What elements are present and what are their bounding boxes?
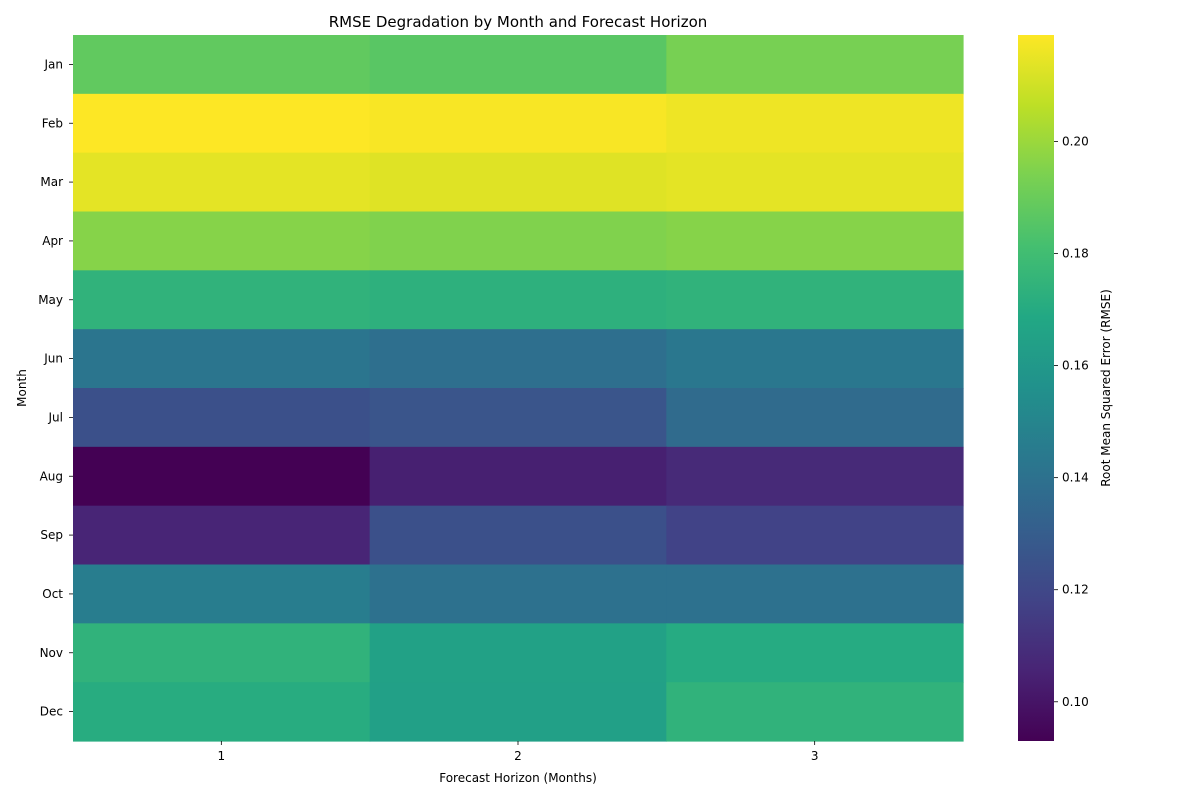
x-axis-label: Forecast Horizon (Months): [439, 771, 597, 785]
heatmap-cell: [369, 35, 667, 95]
heatmap-cell: [73, 152, 371, 213]
x-tick-label: 2: [514, 749, 522, 763]
y-tick-label: Oct: [42, 587, 63, 601]
colorbar-tick-label: 0.12: [1062, 583, 1089, 597]
colorbar-label: Root Mean Squared Error (RMSE): [1099, 289, 1113, 487]
chart-title: RMSE Degradation by Month and Forecast H…: [329, 13, 708, 31]
heatmap-cell: [369, 623, 667, 683]
heatmap-cell: [369, 505, 667, 566]
heatmap-cell: [369, 211, 667, 271]
heatmap-cell: [666, 329, 964, 389]
y-tick-label: Feb: [42, 116, 63, 130]
heatmap-cell: [369, 152, 667, 213]
y-tick-label: May: [38, 293, 63, 307]
heatmap-cell: [73, 564, 371, 624]
heatmap-cell: [666, 564, 964, 624]
y-axis: Jan Feb Mar Apr May Jun Jul Aug Sep Oct Nov Dec: [38, 57, 73, 719]
heatmap-cell: [369, 682, 667, 742]
heatmap-cell: [666, 93, 964, 154]
y-tick-label: Mar: [40, 175, 63, 189]
heatmap-cell: [73, 623, 371, 683]
heatmap-cell: [666, 623, 964, 683]
heatmap-cell: [73, 93, 371, 154]
x-axis: 1 2 3: [218, 741, 819, 763]
y-tick-label: Dec: [40, 705, 63, 719]
colorbar-tick-label: 0.14: [1062, 471, 1089, 485]
y-tick-label: Jul: [48, 410, 63, 424]
colorbar: [1018, 35, 1054, 741]
colorbar-axis: 0.10 0.12 0.14 0.16 0.18 0.20: [1054, 134, 1089, 709]
heatmap-cell: [369, 388, 667, 448]
heatmap-cell: [666, 446, 964, 507]
heatmap-cell: [666, 152, 964, 213]
heatmap-cell: [666, 211, 964, 271]
y-tick-label: Jun: [43, 352, 63, 366]
heatmap-cell: [369, 329, 667, 389]
y-tick-label: Aug: [40, 469, 63, 483]
colorbar-tick-label: 0.10: [1062, 695, 1089, 709]
heatmap-cell: [73, 505, 371, 566]
heatmap-cell: [73, 35, 371, 95]
colorbar-tick-label: 0.16: [1062, 359, 1089, 373]
heatmap-cell: [73, 682, 371, 742]
colorbar-tick-label: 0.20: [1062, 134, 1089, 148]
heatmap-cell: [369, 564, 667, 624]
y-axis-label: Month: [15, 369, 29, 407]
heatmap-cell: [73, 446, 371, 507]
heatmap-cell: [666, 35, 964, 95]
heatmap-cell: [369, 93, 667, 154]
x-tick-label: 3: [811, 749, 819, 763]
heatmap-cell: [73, 388, 371, 448]
y-tick-label: Apr: [42, 234, 63, 248]
y-tick-label: Sep: [40, 528, 63, 542]
heatmap-cell: [369, 446, 667, 507]
heatmap-cell: [73, 270, 371, 330]
y-tick-label: Jan: [44, 57, 64, 71]
heatmap-cell: [369, 270, 667, 330]
y-tick-label: Nov: [40, 646, 63, 660]
colorbar-tick-label: 0.18: [1062, 247, 1089, 261]
heatmap-cell: [666, 270, 964, 330]
heatmap-cell: [73, 329, 371, 389]
heatmap-cell: [666, 388, 964, 448]
x-tick-label: 1: [218, 749, 226, 763]
heatmap-cells: [73, 35, 964, 742]
heatmap-cell: [666, 505, 964, 566]
heatmap-cell: [73, 211, 371, 271]
heatmap-cell: [666, 682, 964, 742]
